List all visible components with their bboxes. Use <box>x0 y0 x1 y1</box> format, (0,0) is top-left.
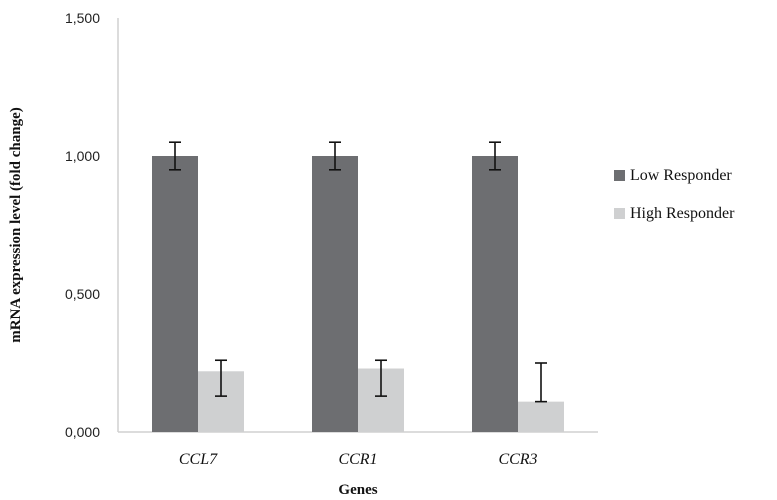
x-axis-ticks: CCL7 CCR1 CCR3 <box>179 451 538 468</box>
y-tick-label: 0,000 <box>65 424 100 440</box>
legend-item: High Responder <box>614 205 735 222</box>
error-bar <box>489 141 501 171</box>
bar-ccl7-low-responder <box>152 156 198 432</box>
bar-ccr3-high-responder <box>518 401 564 432</box>
error-bar <box>535 362 547 403</box>
legend-swatch <box>614 208 625 219</box>
legend-label: Low Responder <box>630 167 732 184</box>
bar-ccr1-low-responder <box>312 156 358 432</box>
y-tick-label: 1,500 <box>65 10 100 26</box>
legend-item: Low Responder <box>614 167 732 184</box>
legend-swatch <box>614 170 625 181</box>
error-bar <box>375 359 387 397</box>
y-tick-label: 0,500 <box>65 286 100 302</box>
x-tick-label: CCL7 <box>179 451 218 468</box>
y-axis-ticks: 0,000 0,500 1,000 1,500 <box>65 10 100 440</box>
y-tick-label: 1,000 <box>65 148 100 164</box>
legend: Low Responder High Responder <box>614 167 735 222</box>
x-tick-label: CCR1 <box>338 451 377 468</box>
y-axis-title: mRNA expression level (fold change) <box>8 107 24 343</box>
x-axis-title: Genes <box>338 482 377 498</box>
bar-ccr3-low-responder <box>472 156 518 432</box>
legend-label: High Responder <box>630 205 735 222</box>
error-bar <box>169 141 181 171</box>
error-bar <box>329 141 341 171</box>
x-tick-label: CCR3 <box>498 451 537 468</box>
plot-area <box>117 18 598 433</box>
error-bar <box>215 359 227 397</box>
